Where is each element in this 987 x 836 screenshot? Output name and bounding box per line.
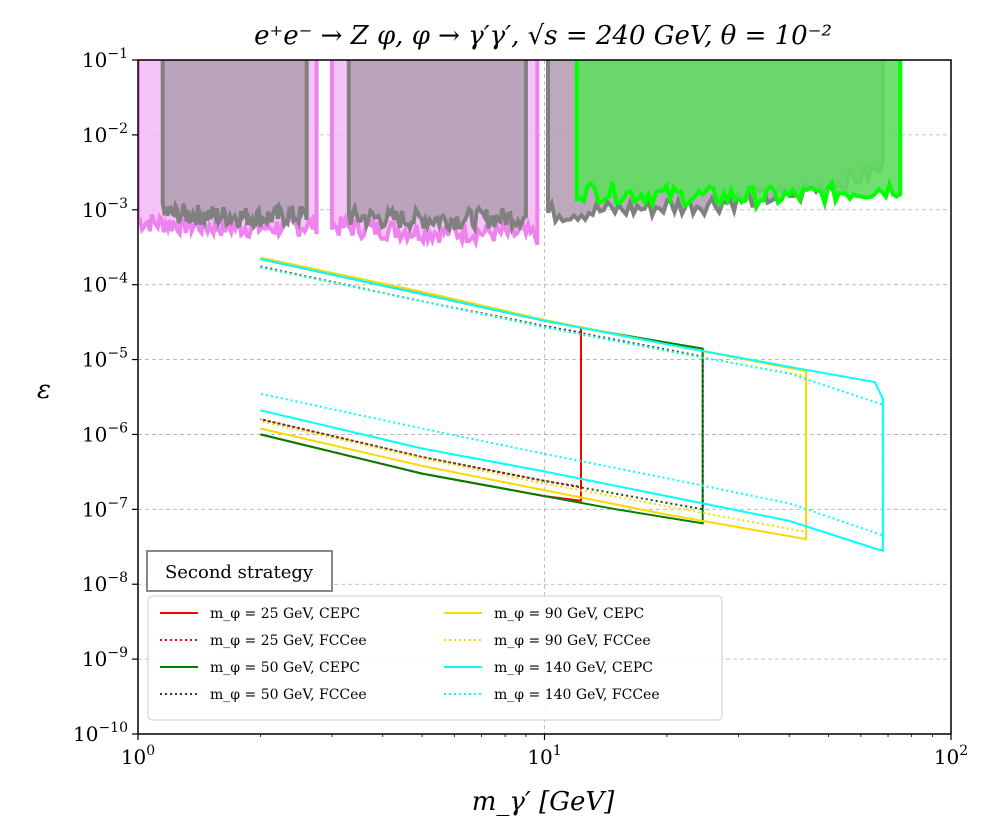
legend-label: m_φ = 90 GeV, FCCee <box>494 633 651 649</box>
y-tick-label: 10−7 <box>82 495 128 521</box>
y-tick-label: 10−4 <box>82 271 128 297</box>
legend-label: m_φ = 50 GeV, FCCee <box>210 687 367 703</box>
y-tick-label: 10−1 <box>82 46 128 72</box>
excluded-region-edge <box>574 60 903 213</box>
legend-label: m_φ = 140 GeV, FCCee <box>494 687 660 703</box>
excluded-region-fill <box>162 60 307 227</box>
excluded-region-edge <box>329 60 540 250</box>
series-lines <box>260 256 884 553</box>
x-tick-label: 102 <box>934 743 968 769</box>
y-tick-label: 10−2 <box>82 121 128 147</box>
legend-label: m_φ = 140 GeV, CEPC <box>494 660 653 676</box>
excluded-region-edge <box>160 60 309 232</box>
x-tick-label: 101 <box>527 743 561 769</box>
excluded-region-edge <box>346 60 528 236</box>
y-tick-label: 10−6 <box>82 420 128 446</box>
legend-box <box>147 595 723 721</box>
y-tick-label: 10−9 <box>82 645 128 671</box>
x-tick-label: 100 <box>121 743 155 769</box>
legend-label: m_φ = 90 GeV, CEPC <box>494 606 644 622</box>
legend-title: Second strategy <box>165 562 314 583</box>
legend-label: m_φ = 25 GeV, CEPC <box>210 606 360 622</box>
y-axis-label: ε <box>37 375 51 405</box>
series-curve <box>260 265 582 488</box>
series-curve <box>260 258 704 525</box>
excluded-regions <box>138 60 903 250</box>
y-tick-label: 10−10 <box>73 720 128 746</box>
legend: Second strategy m_φ = 25 GeV, CEPC m_φ = … <box>146 550 723 721</box>
y-tick-label: 10−5 <box>82 346 128 372</box>
series-curve <box>260 258 884 553</box>
excluded-region-fill <box>576 60 901 207</box>
series-curve <box>260 266 808 534</box>
y-tick-label: 10−8 <box>82 570 128 596</box>
legend-title-box <box>146 550 333 592</box>
x-axis-label: m_γ′ [GeV] <box>472 787 615 817</box>
axis-ticks: 100 101 102 10−10 10−9 10−8 10−7 10−6 10−5 10−4 10… <box>73 46 968 769</box>
legend-label: m_φ = 50 GeV, CEPC <box>210 660 360 676</box>
series-curve <box>260 256 808 541</box>
series-curve <box>260 258 582 502</box>
legend-label: m_φ = 25 GeV, FCCee <box>210 633 367 649</box>
y-tick-label: 10−3 <box>82 196 128 222</box>
chart-title: e⁺e⁻ → Z φ, φ → γ′γ′, √s = 240 GeV, θ = … <box>254 21 832 51</box>
series-curve <box>260 265 704 511</box>
excluded-region-fill <box>348 60 526 230</box>
